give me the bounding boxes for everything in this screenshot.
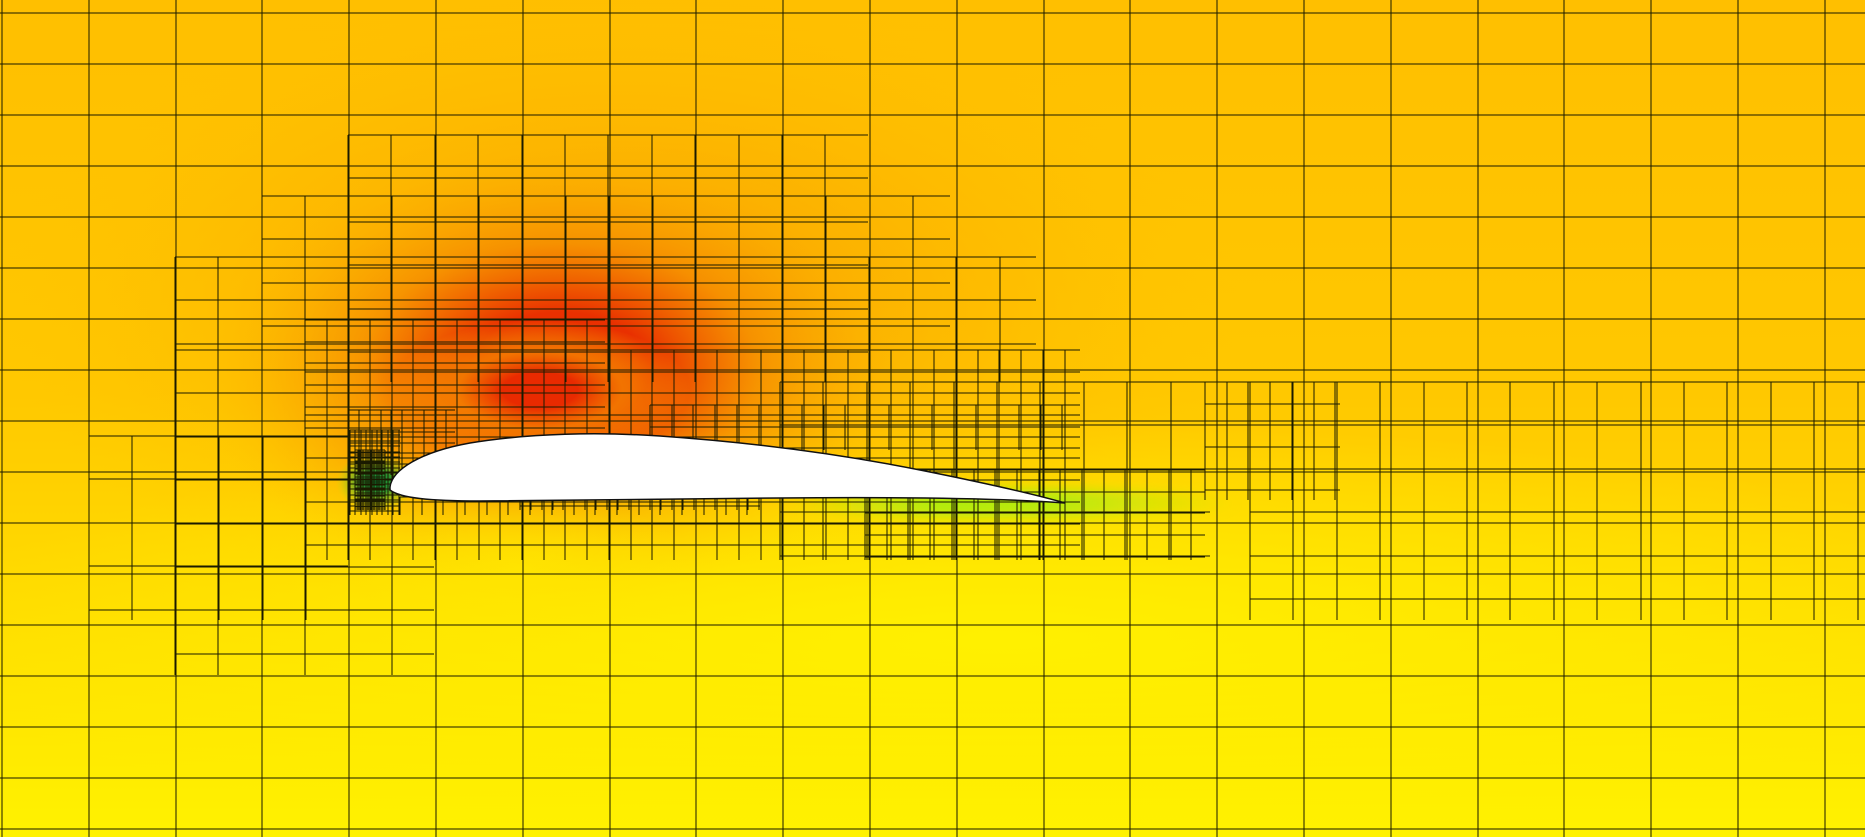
- airfoil-body: [389, 433, 1066, 504]
